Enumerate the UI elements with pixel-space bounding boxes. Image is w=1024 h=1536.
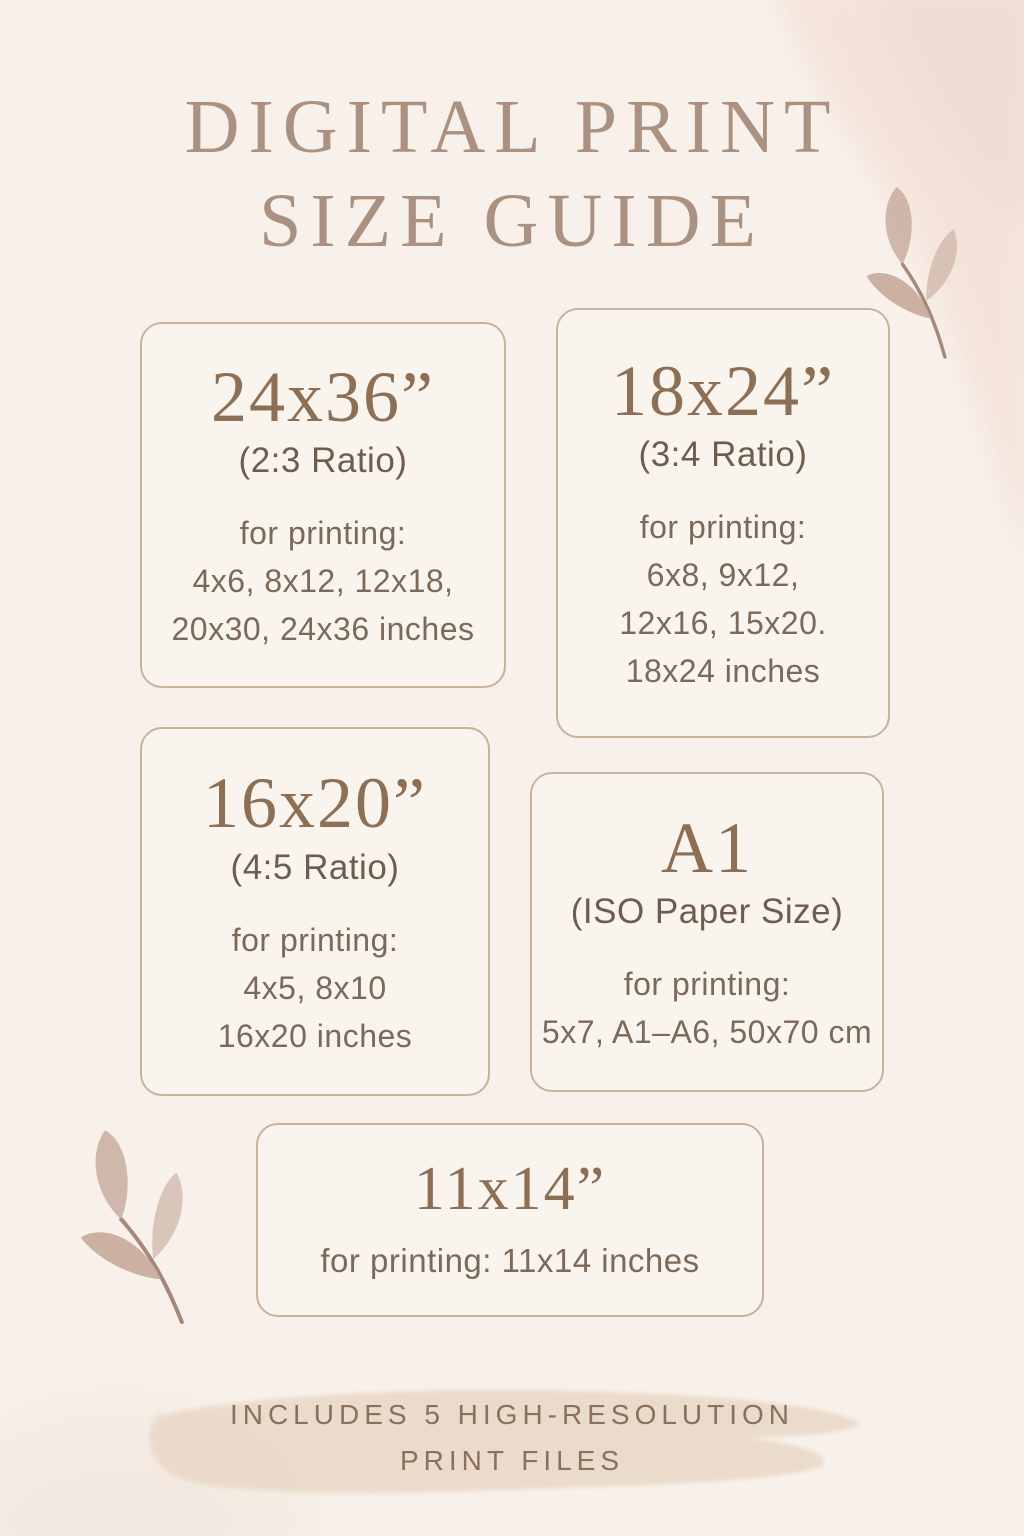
footer-line-1: INCLUDES 5 HIGH-RESOLUTION <box>229 1399 795 1430</box>
ratio-label: (2:3 Ratio) <box>238 441 408 481</box>
page-title-line-1: DIGITAL PRINT <box>184 85 840 169</box>
print-sizes-line: 18x24 inches <box>625 653 821 690</box>
ratio-label: (4:5 Ratio) <box>230 847 400 887</box>
ratio-label: (ISO Paper Size) <box>570 892 844 932</box>
footer-line-2: PRINT FILES <box>399 1445 625 1476</box>
page-title: DIGITAL PRINT SIZE GUIDE <box>0 80 1024 268</box>
size-card-18x24: 18x24” (3:4 Ratio) for printing: 6x8, 9x… <box>556 308 890 738</box>
print-sizes-line: for printing: 11x14 inches <box>320 1241 700 1279</box>
size-card-24x36: 24x36” (2:3 Ratio) for printing: 4x6, 8x… <box>140 322 506 688</box>
footer-note: INCLUDES 5 HIGH-RESOLUTION PRINT FILES <box>0 1392 1024 1484</box>
size-card-a1: A1 (ISO Paper Size) for printing: 5x7, A… <box>530 772 884 1092</box>
print-sizes-line: 5x7, A1–A6, 50x70 cm <box>541 1014 873 1051</box>
print-sizes-line: 16x20 inches <box>217 1017 413 1054</box>
brush-stroke-icon <box>149 1389 859 1494</box>
size-heading: A1 <box>661 807 753 888</box>
print-intro: for printing: <box>239 515 407 552</box>
print-intro: for printing: <box>623 966 791 1003</box>
page-title-line-2: SIZE GUIDE <box>259 179 765 263</box>
leaf-sprig-icon <box>80 1130 184 1324</box>
ratio-label: (3:4 Ratio) <box>638 435 808 475</box>
size-heading: 24x36” <box>211 356 435 437</box>
size-heading: 11x14” <box>413 1155 607 1224</box>
print-intro: for printing: <box>231 921 399 958</box>
print-sizes-line: 6x8, 9x12, <box>646 557 800 594</box>
print-sizes-line: 20x30, 24x36 inches <box>171 611 475 648</box>
print-sizes-line: 4x5, 8x10 <box>243 969 387 1006</box>
print-sizes-line: 12x16, 15x20. <box>619 605 827 642</box>
size-card-16x20: 16x20” (4:5 Ratio) for printing: 4x5, 8x… <box>140 727 490 1096</box>
print-intro: for printing: <box>639 509 807 546</box>
print-sizes-line: 4x6, 8x12, 12x18, <box>192 563 454 600</box>
size-card-11x14: 11x14” for printing: 11x14 inches <box>256 1123 764 1317</box>
size-heading: 18x24” <box>611 350 835 431</box>
size-heading: 16x20” <box>203 763 427 844</box>
